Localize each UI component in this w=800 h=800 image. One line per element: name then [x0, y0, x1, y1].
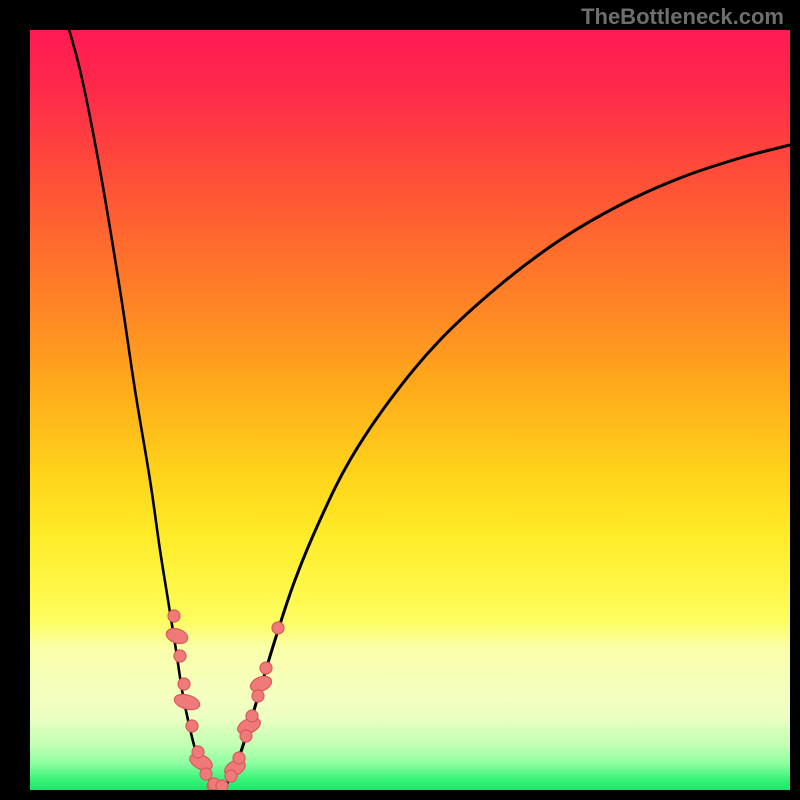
watermark-text: TheBottleneck.com: [581, 4, 784, 30]
heat-gradient-background: [30, 30, 790, 790]
chart-canvas: TheBottleneck.com: [0, 0, 800, 800]
